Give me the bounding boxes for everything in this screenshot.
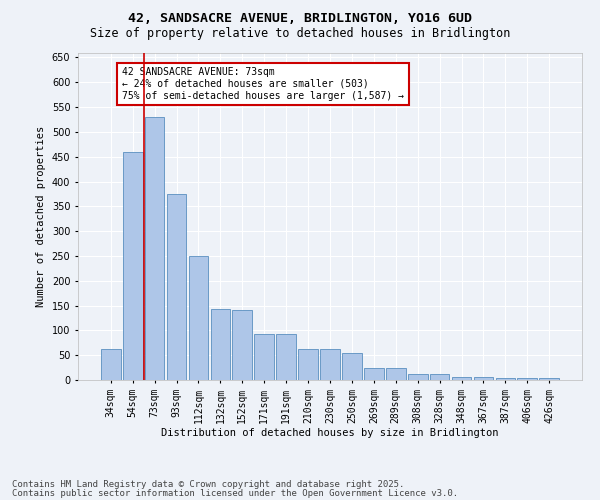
Bar — [101, 349, 121, 380]
Bar — [320, 349, 340, 380]
Bar — [364, 368, 384, 380]
Bar — [452, 376, 472, 380]
Bar — [430, 374, 449, 380]
Text: Contains public sector information licensed under the Open Government Licence v3: Contains public sector information licen… — [12, 489, 458, 498]
Bar — [188, 256, 208, 380]
Bar — [276, 334, 296, 380]
Bar — [473, 376, 493, 380]
Bar — [342, 353, 362, 380]
Text: 42 SANDSACRE AVENUE: 73sqm
← 24% of detached houses are smaller (503)
75% of sem: 42 SANDSACRE AVENUE: 73sqm ← 24% of deta… — [122, 68, 404, 100]
Bar — [145, 117, 164, 380]
Bar — [517, 378, 537, 380]
Bar — [386, 368, 406, 380]
Text: 42, SANDSACRE AVENUE, BRIDLINGTON, YO16 6UD: 42, SANDSACRE AVENUE, BRIDLINGTON, YO16 … — [128, 12, 472, 26]
Bar — [167, 194, 187, 380]
Bar — [496, 378, 515, 380]
Y-axis label: Number of detached properties: Number of detached properties — [36, 126, 46, 307]
Bar — [123, 152, 143, 380]
Bar — [232, 310, 252, 380]
Bar — [408, 374, 428, 380]
X-axis label: Distribution of detached houses by size in Bridlington: Distribution of detached houses by size … — [161, 428, 499, 438]
Bar — [539, 378, 559, 380]
Bar — [254, 334, 274, 380]
Text: Contains HM Land Registry data © Crown copyright and database right 2025.: Contains HM Land Registry data © Crown c… — [12, 480, 404, 489]
Text: Size of property relative to detached houses in Bridlington: Size of property relative to detached ho… — [90, 28, 510, 40]
Bar — [211, 309, 230, 380]
Bar — [298, 349, 318, 380]
